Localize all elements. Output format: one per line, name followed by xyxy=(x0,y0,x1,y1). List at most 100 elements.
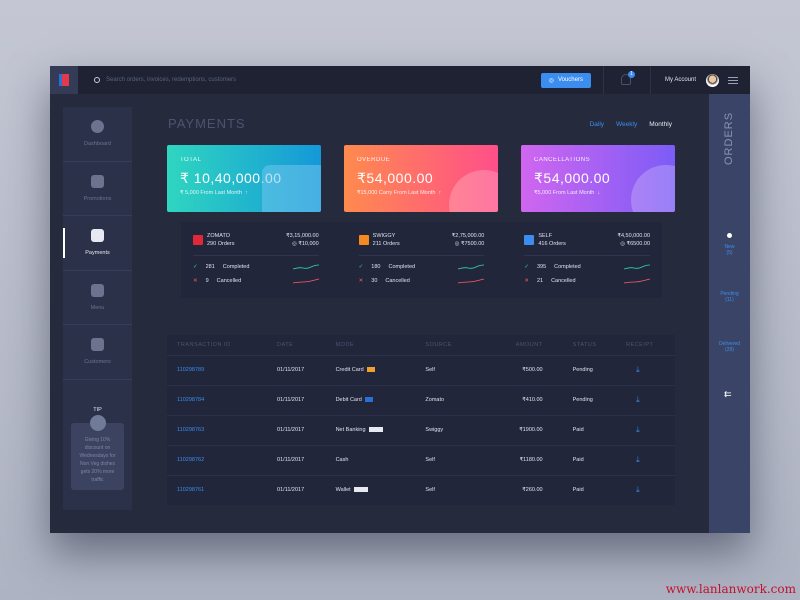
source-amount: ₹2,75,000.00 xyxy=(451,233,485,239)
column-header: DATE xyxy=(277,341,294,348)
transaction-id-link[interactable]: 110298789 xyxy=(167,354,268,385)
tab-daily[interactable]: Daily xyxy=(589,121,605,128)
collapse-icon[interactable]: ⇇ xyxy=(724,389,732,399)
download-icon[interactable]: ⤓ xyxy=(636,365,640,374)
completed-count: 281 xyxy=(205,263,215,270)
completed-count: 180 xyxy=(371,263,381,270)
card-value: ₹ 10,40,000.00 xyxy=(180,170,282,186)
transaction-id-link[interactable]: 110298762 xyxy=(167,444,268,475)
column-header: AMOUNT xyxy=(515,341,543,348)
orders-pending[interactable]: Pending (11) xyxy=(720,291,739,303)
total-card[interactable]: TOTAL ₹ 10,40,000.00 ₹ 5,000 From Last M… xyxy=(167,145,321,212)
table-row[interactable]: 110298784 01/11/2017 Debit Card Zomato ₹… xyxy=(167,384,675,415)
amount-cell: ₹410.00 xyxy=(473,384,563,415)
payment-method-icon xyxy=(364,397,373,403)
sidebar-item-menu[interactable]: Menu xyxy=(63,271,132,325)
completed-label: Completed xyxy=(222,263,250,270)
source-cell: Zomato xyxy=(415,384,473,415)
search-icon xyxy=(94,77,100,83)
source-amount: ₹3,15,000.00 xyxy=(286,233,319,239)
source-average: ◎ ₹6500.00 xyxy=(620,241,651,247)
date-cell: 01/11/2017 xyxy=(267,354,326,385)
x-icon: ✕ xyxy=(193,277,198,284)
date-cell: 01/11/2017 xyxy=(267,444,326,475)
download-icon[interactable]: ⤓ xyxy=(636,425,640,434)
tip-title: TIP xyxy=(93,407,102,413)
avatar[interactable] xyxy=(706,73,719,87)
transaction-id-link[interactable]: 110298784 xyxy=(167,384,268,415)
source-cell: Swiggy xyxy=(415,414,473,445)
card-sub: ₹5,000 From Last Month ↓ xyxy=(534,190,601,196)
column-header: RECEIPT xyxy=(626,341,654,348)
card-value: ₹54,000.00 xyxy=(534,170,611,186)
source-stats: ZOMATO 290 Orders ₹3,15,000.00 ◎ ₹10,000 ✓… xyxy=(181,222,662,298)
mode-cell: Cash xyxy=(325,444,416,475)
source-logo xyxy=(524,235,535,245)
download-icon[interactable]: ⤓ xyxy=(636,395,640,404)
card-value: ₹54,000.00 xyxy=(357,170,434,186)
orders-delivered[interactable]: Delivered (29) xyxy=(718,341,741,353)
check-icon: ✓ xyxy=(193,263,198,270)
hamburger-menu-icon[interactable] xyxy=(728,76,738,84)
cancelled-label: Cancelled xyxy=(551,277,576,284)
table-row[interactable]: 110298789 01/11/2017 Credit Card Self ₹5… xyxy=(167,354,675,385)
table-row[interactable]: 110298762 01/11/2017 Cash Self ₹1180.00 … xyxy=(167,444,675,475)
search-input[interactable]: Search orders, invoices, redemptions, cu… xyxy=(106,77,237,83)
receipt-cell: ⤓ xyxy=(616,354,675,385)
notification-badge: 1 xyxy=(627,71,635,78)
amount-cell: ₹260.00 xyxy=(473,474,563,505)
status-cell: Paid xyxy=(562,414,617,445)
active-indicator xyxy=(727,233,732,238)
card-label: OVERDUE xyxy=(357,157,391,163)
receipt-cell: ⤓ xyxy=(616,384,675,415)
sidebar-item-promotions[interactable]: Promotions xyxy=(63,162,132,216)
transactions-table: TRANSACTION ID DATE MODE SOURCE AMOUNT STATUS… xyxy=(167,335,675,505)
transaction-id-link[interactable]: 110298763 xyxy=(167,414,268,445)
status-cell: Paid xyxy=(562,474,617,505)
completed-label: Completed xyxy=(388,263,416,270)
receipt-cell: ⤓ xyxy=(616,414,675,445)
transaction-id-link[interactable]: 110298761 xyxy=(167,474,268,505)
wallet-icon xyxy=(262,165,321,212)
period-tabs: Daily Weekly Monthly xyxy=(590,121,672,128)
completed-sparkline xyxy=(624,264,651,269)
mode-cell: Wallet xyxy=(325,474,416,505)
tip-box: TIP Giving 10% discount on Wednesdays fo… xyxy=(71,407,124,490)
completed-sparkline xyxy=(458,264,485,269)
logo[interactable] xyxy=(50,66,78,94)
notifications-button[interactable]: 1 xyxy=(602,66,651,94)
payment-method-icon xyxy=(366,367,375,373)
cancelled-count: 21 xyxy=(536,277,544,284)
tab-weekly[interactable]: Weekly xyxy=(616,121,638,128)
table-row[interactable]: 110298763 01/11/2017 Net Banking Swiggy … xyxy=(167,414,675,445)
status-cell: Paid xyxy=(562,444,617,475)
x-icon: ✕ xyxy=(524,277,529,284)
source-name: SWIGGY xyxy=(372,233,396,239)
overdue-card[interactable]: OVERDUE ₹54,000.00 ₹15,000 Carry From La… xyxy=(344,145,498,212)
sidebar-item-payments[interactable]: Payments xyxy=(63,216,132,271)
sidebar-item-customers[interactable]: Customers xyxy=(63,325,132,380)
source-cell: Self xyxy=(415,474,473,505)
my-account-link[interactable]: My Account xyxy=(664,77,696,83)
column-header: STATUS xyxy=(572,341,597,348)
check-icon: ✓ xyxy=(524,263,529,270)
vouchers-button[interactable]: ◎ Vouchers xyxy=(540,72,591,88)
download-icon[interactable]: ⤓ xyxy=(636,485,640,495)
cancelled-sparkline xyxy=(458,278,485,283)
table-row[interactable]: 110298761 01/11/2017 Wallet Self ₹260.00… xyxy=(167,474,675,505)
cancelled-count: 30 xyxy=(371,277,378,284)
sidebar-item-dashboard[interactable]: Dashboard xyxy=(63,107,132,162)
search-bar[interactable]: Search orders, invoices, redemptions, cu… xyxy=(94,77,541,83)
tab-monthly[interactable]: Monthly xyxy=(649,121,672,128)
top-bar: Search orders, invoices, redemptions, cu… xyxy=(50,66,750,94)
download-icon[interactable]: ⤓ xyxy=(636,455,640,464)
orders-title: ORDERS xyxy=(723,111,735,165)
page-title: PAYMENTS xyxy=(168,116,246,131)
cancellations-card[interactable]: CANCELLATIONS ₹54,000.00 ₹5,000 From Las… xyxy=(521,145,675,212)
source-swiggy: SWIGGY 211 Orders ₹2,75,000.00 ◎ ₹7500.00 … xyxy=(358,232,485,288)
source-average: ◎ ₹10,000 xyxy=(292,241,319,247)
receipt-cell: ⤓ xyxy=(616,444,675,475)
amount-cell: ₹1900.00 xyxy=(473,414,563,445)
orders-new[interactable]: New (5) xyxy=(724,244,735,256)
mode-cell: Debit Card xyxy=(325,384,416,415)
